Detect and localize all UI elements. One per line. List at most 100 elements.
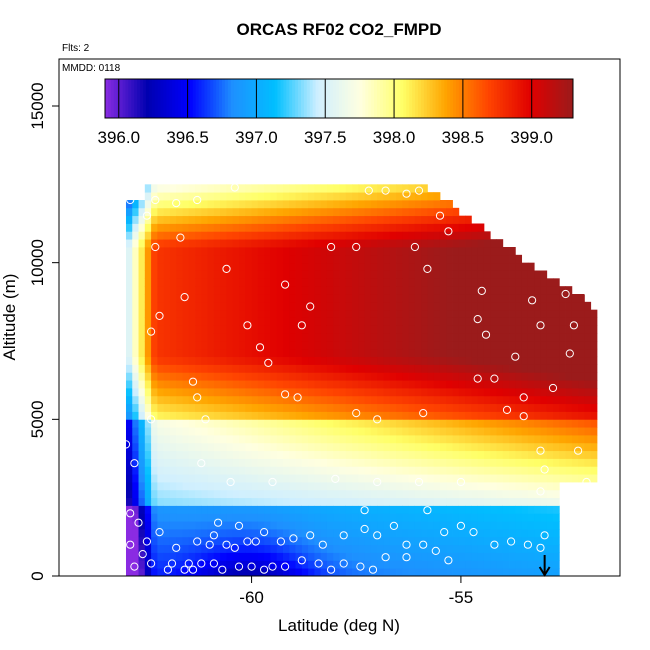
heatmap-cell	[182, 270, 190, 279]
heatmap-cell	[446, 301, 453, 311]
heatmap-cell	[195, 348, 202, 358]
colorbar-swatch	[444, 79, 448, 118]
heatmap-cell	[326, 200, 334, 209]
heatmap-cell	[396, 474, 403, 483]
heatmap-cell	[502, 317, 510, 326]
heatmap-cell	[295, 200, 303, 209]
heatmap-cell	[282, 536, 290, 546]
heatmap-cell	[220, 435, 227, 444]
heatmap-cell	[188, 239, 196, 248]
heatmap-cell	[364, 450, 372, 459]
heatmap-cell	[144, 270, 152, 279]
heatmap-cell	[282, 262, 290, 271]
heatmap-cell	[515, 325, 523, 334]
heatmap-cell	[151, 552, 158, 561]
heatmap-cell	[270, 348, 278, 358]
heatmap-cell	[239, 427, 246, 436]
heatmap-cell	[195, 184, 202, 193]
heatmap-cell	[565, 427, 573, 436]
heatmap-cell	[345, 215, 353, 224]
heatmap-cell	[201, 442, 209, 452]
heatmap-cell	[320, 270, 328, 279]
heatmap-cell	[176, 489, 183, 499]
observation-point	[126, 540, 135, 549]
heatmap-cell	[295, 348, 303, 358]
heatmap-cell	[220, 395, 227, 405]
heatmap-cell	[270, 309, 278, 318]
heatmap-cell	[396, 184, 403, 193]
heatmap-cell	[490, 301, 497, 311]
heatmap-cell	[207, 411, 215, 420]
heatmap-cell	[502, 552, 510, 561]
colorbar-swatch	[356, 79, 360, 118]
heatmap-cell	[213, 207, 221, 217]
heatmap-cell	[169, 560, 177, 569]
heatmap-cell	[308, 215, 315, 224]
heatmap-cell	[138, 466, 146, 475]
heatmap-cell	[534, 505, 541, 514]
heatmap-cell	[553, 388, 560, 397]
heatmap-cell	[176, 388, 183, 397]
heatmap-cell	[201, 309, 209, 318]
heatmap-cell	[169, 388, 177, 397]
heatmap-cell	[427, 215, 435, 224]
heatmap-cell	[226, 278, 234, 287]
heatmap-cell	[408, 254, 416, 264]
observation-point	[327, 565, 336, 574]
heatmap-cell	[339, 348, 347, 358]
heatmap-cell	[295, 560, 303, 569]
heatmap-cell	[138, 207, 146, 217]
heatmap-cell	[370, 372, 378, 381]
heatmap-cell	[220, 215, 227, 224]
heatmap-cell	[427, 458, 435, 467]
heatmap-cell	[546, 521, 554, 530]
observation-point	[360, 506, 369, 515]
heatmap-cell	[540, 380, 548, 389]
heatmap-cell	[590, 419, 598, 428]
heatmap-cell	[490, 278, 497, 287]
heatmap-cell	[245, 497, 252, 506]
heatmap-cell	[188, 356, 196, 365]
colorbar-swatch	[485, 79, 489, 118]
heatmap-cell	[345, 270, 353, 279]
colorbar-swatch	[391, 79, 395, 118]
heatmap-cell	[326, 536, 334, 546]
heatmap-cell	[132, 239, 139, 248]
heatmap-cell	[333, 474, 340, 483]
heatmap-cell	[364, 388, 372, 397]
heatmap-cell	[521, 325, 529, 334]
colorbar-swatch	[181, 79, 185, 118]
heatmap-cell	[239, 239, 246, 248]
heatmap-cell	[396, 403, 403, 412]
heatmap-cell	[452, 489, 460, 499]
heatmap-cell	[220, 450, 227, 459]
heatmap-cell	[314, 513, 322, 522]
heatmap-cell	[383, 435, 391, 444]
heatmap-cell	[490, 513, 497, 522]
heatmap-cell	[308, 294, 315, 303]
heatmap-cell	[264, 278, 271, 287]
colorbar-swatch	[163, 79, 167, 118]
heatmap-cell	[509, 254, 516, 264]
heatmap-cell	[239, 325, 246, 334]
heatmap-cell	[502, 482, 510, 491]
heatmap-cell	[169, 364, 177, 373]
heatmap-cell	[377, 513, 384, 522]
heatmap-cell	[377, 333, 384, 342]
heatmap-cell	[151, 356, 158, 365]
heatmap-cell	[458, 286, 466, 295]
heatmap-cell	[559, 301, 566, 311]
heatmap-cell	[138, 403, 146, 412]
heatmap-cell	[282, 529, 290, 538]
heatmap-cell	[320, 348, 328, 358]
heatmap-cell	[169, 536, 177, 546]
heatmap-cell	[364, 466, 372, 475]
heatmap-cell	[270, 341, 278, 350]
heatmap-cell	[144, 200, 152, 209]
heatmap-cell	[414, 442, 422, 452]
heatmap-cell	[339, 372, 347, 381]
heatmap-cell	[458, 388, 466, 397]
heatmap-cell	[138, 442, 146, 452]
heatmap-cell	[182, 411, 190, 420]
heatmap-cell	[132, 568, 139, 577]
